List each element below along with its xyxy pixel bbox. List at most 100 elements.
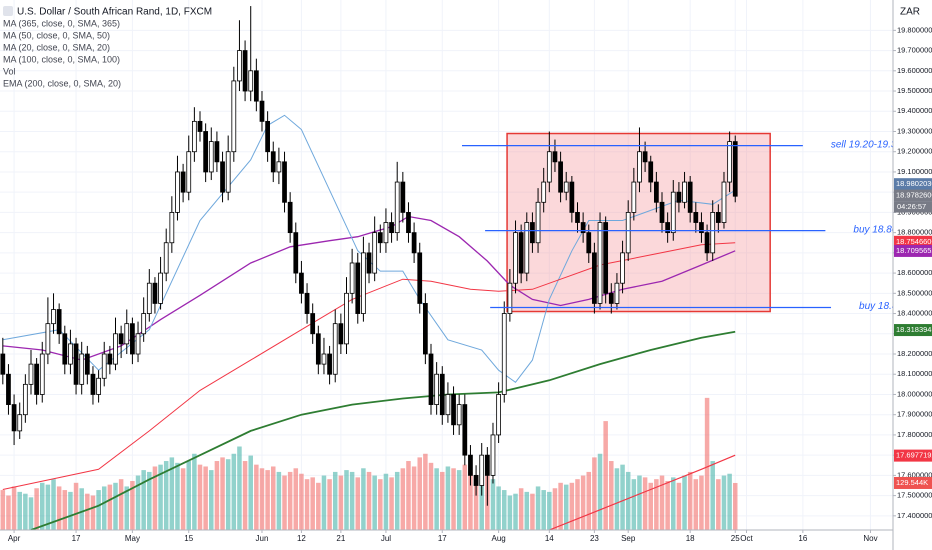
candle-body (197, 120, 203, 132)
volume-bar (270, 466, 276, 530)
candle-body (496, 394, 501, 436)
candle-body (648, 161, 654, 183)
volume-bar (344, 470, 349, 530)
candle-body (299, 272, 304, 294)
volume-bar (727, 473, 732, 530)
volume-bar (11, 486, 17, 530)
volume-bar (130, 480, 135, 530)
moving-average (549, 454, 736, 530)
candle-body (721, 181, 727, 223)
volume-bar (625, 471, 631, 530)
volume-bar (451, 468, 456, 530)
candle-body (220, 161, 225, 193)
candle-body (462, 404, 468, 456)
volume-bar (659, 475, 665, 530)
volume-bar (445, 466, 451, 530)
candle-body (406, 212, 411, 234)
candle-body (276, 161, 282, 173)
volume-bar (428, 462, 434, 530)
candle-body (186, 151, 192, 193)
candle-body (676, 191, 682, 203)
volume-bar (237, 446, 242, 530)
candle-body (113, 333, 118, 365)
candles (0, 6, 738, 506)
candle-body (253, 70, 259, 102)
volume-bar (496, 486, 501, 530)
countdown: 04:26:57 (897, 202, 926, 211)
y-tick-label: 19.4000000 (897, 106, 932, 115)
price-label-box (894, 449, 932, 462)
volume-bar (547, 491, 552, 530)
price-label-box (894, 244, 932, 257)
volume-bar (316, 482, 321, 530)
candle-body (558, 161, 563, 193)
candle-body (653, 181, 659, 203)
volume-bar (406, 461, 411, 530)
candle-body (518, 232, 524, 274)
candle-body (625, 212, 631, 254)
volume-bar (569, 482, 575, 530)
currency-label: ZAR (900, 7, 920, 18)
legend-entry: MA (20, close, 0, SMA, 20) (3, 42, 110, 52)
volume-bar (242, 461, 248, 530)
volume-bar (631, 479, 637, 530)
volume-bar (327, 479, 332, 530)
volume-bar (620, 464, 625, 530)
volume-bar (349, 471, 355, 530)
candle-body (383, 222, 389, 244)
candle-body (439, 373, 445, 416)
candle-body (101, 353, 107, 379)
candle-body (265, 120, 270, 153)
candle-body (141, 313, 147, 335)
volume-bar (479, 466, 484, 530)
candle-body (73, 343, 79, 385)
volume-bar (693, 479, 699, 530)
volume-bar (501, 490, 507, 530)
volume-bar (665, 480, 670, 530)
candle-body (332, 323, 338, 375)
volume-bar (654, 479, 659, 530)
volume-bar (378, 479, 383, 530)
volume-bar (434, 468, 439, 530)
volume-bar (6, 495, 11, 530)
volume-bar (699, 475, 704, 530)
candle-body (535, 201, 541, 244)
candle-body (394, 181, 400, 234)
volume-bar (535, 486, 541, 530)
candle-body (28, 363, 34, 385)
volume-bar (51, 479, 56, 530)
price-label: 18.7095652 (896, 246, 932, 255)
y-tick-label: 17.5000000 (897, 491, 932, 500)
candle-body (603, 222, 609, 294)
volume-bar (710, 461, 715, 530)
volume-bar (209, 470, 214, 530)
x-tick-label: 18 (686, 534, 695, 543)
candle-body (287, 201, 293, 234)
candle-body (208, 141, 214, 173)
y-tick-label: 19.3000000 (897, 126, 932, 135)
volume-bar (580, 475, 586, 530)
x-tick-label: 14 (545, 534, 554, 543)
price-label-box (894, 178, 932, 191)
legend-entry: MA (365, close, 0, SMA, 365) (3, 18, 120, 28)
candle-body (45, 323, 51, 355)
price-label: 18.7546606 (896, 237, 932, 246)
y-tick-label: 17.9000000 (897, 410, 932, 419)
candle-body (175, 171, 180, 213)
legend-entry: MA (100, close, 0, SMA, 100) (3, 54, 120, 64)
volume-bar (163, 461, 169, 530)
candle-body (687, 181, 693, 213)
x-tick-label: 15 (184, 534, 193, 543)
volume-bar (411, 466, 417, 530)
y-tick-label: 19.2000000 (897, 147, 932, 156)
candle-body (39, 353, 45, 395)
level-label: sell 19.20-19.30 (831, 139, 903, 150)
levels: sell 19.20-19.30 buy 18.80 buy 18.40-18.5 (461, 139, 903, 312)
volume-bar (203, 466, 208, 530)
volume-bar (254, 464, 259, 530)
volume-bar (0, 490, 6, 530)
candle-body (344, 292, 349, 345)
candle-body (349, 262, 355, 294)
candle-body (22, 383, 28, 416)
legend-entry: MA (50, close, 0, SMA, 50) (3, 30, 110, 40)
